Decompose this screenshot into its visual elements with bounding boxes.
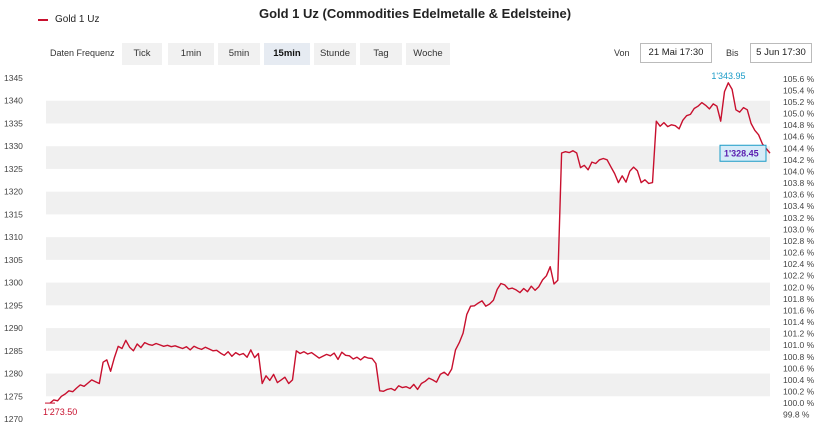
- right-tick-label: 99.8 %: [783, 410, 810, 420]
- right-tick-label: 100.6 %: [783, 363, 815, 373]
- frequency-stunde-button[interactable]: Stunde: [314, 43, 356, 65]
- right-tick-label: 104.8 %: [783, 120, 815, 130]
- left-tick-label: 1295: [4, 300, 23, 310]
- frequency-5min-button[interactable]: 5min: [218, 43, 260, 65]
- left-tick-label: 1320: [4, 187, 23, 197]
- right-percent-axis: 99.8 % 100.0 %100.2 % 100.4 % 100.6 %100.8 …: [783, 74, 815, 420]
- grid-bands: [46, 100, 770, 397]
- right-tick-label: 103.0 %: [783, 224, 815, 234]
- value-annotations: 1'273.50 1'343.95 1'328.45: [43, 71, 767, 417]
- left-tick-label: 1315: [4, 209, 23, 219]
- right-tick-label: 101.4 %: [783, 317, 815, 327]
- left-tick-label: 1280: [4, 369, 23, 379]
- date-from-input[interactable]: 21 Mai 17:30: [640, 43, 712, 63]
- legend-label: Gold 1 Uz: [55, 14, 100, 25]
- left-tick-label: 1285: [4, 346, 23, 356]
- right-tick-label: 102.6 %: [783, 248, 815, 258]
- grid-band: [46, 237, 770, 260]
- right-tick-label: 105.2 %: [783, 97, 815, 107]
- right-tick-label: 104.4 %: [783, 143, 815, 153]
- right-tick-label: 101.2 %: [783, 329, 815, 339]
- date-to-label: Bis: [726, 48, 739, 58]
- right-tick-label: 104.6 %: [783, 132, 815, 142]
- right-tick-label: 105.0 %: [783, 109, 815, 119]
- right-tick-label: 101.0 %: [783, 340, 815, 350]
- grid-band: [46, 373, 770, 397]
- left-tick-label: 1335: [4, 118, 23, 128]
- right-tick-label: 103.4 %: [783, 201, 815, 211]
- right-tick-label: 102.8 %: [783, 236, 815, 246]
- right-tick-label: 105.4 %: [783, 85, 815, 95]
- right-tick-label: 104.0 %: [783, 166, 815, 176]
- right-tick-label: 100.8 %: [783, 352, 815, 362]
- right-tick-label: 102.2 %: [783, 271, 815, 281]
- right-tick-label: 103.6 %: [783, 190, 815, 200]
- left-tick-label: 1270: [4, 414, 23, 424]
- last-value-box: [719, 144, 767, 162]
- frequency-15min-button[interactable]: 15min: [264, 43, 310, 65]
- right-tick-label: 101.8 %: [783, 294, 815, 304]
- legend-line-swatch: [38, 18, 48, 21]
- right-tick-label: 100.2 %: [783, 387, 815, 397]
- left-tick-label: 1325: [4, 164, 23, 174]
- grid-band: [46, 282, 770, 306]
- frequency-woche-button[interactable]: Woche: [406, 43, 450, 65]
- left-price-axis: 1270 1275 1280 1285 1290 1295 1300 1305 1310 1315…: [4, 73, 23, 424]
- right-tick-label: 105.6 %: [783, 74, 815, 84]
- grid-band: [46, 191, 770, 215]
- chart-title: Gold 1 Uz (Commodities Edelmetalle & Ede…: [258, 6, 572, 21]
- right-tick-label: 101.6 %: [783, 305, 815, 315]
- left-tick-label: 1300: [4, 278, 23, 288]
- left-tick-label: 1290: [4, 323, 23, 333]
- left-tick-label: 1305: [4, 255, 23, 265]
- left-tick-label: 1330: [4, 141, 23, 151]
- frequency-label: Daten Frequenz: [50, 48, 115, 58]
- right-tick-label: 102.0 %: [783, 282, 815, 292]
- right-tick-label: 103.2 %: [783, 213, 815, 223]
- date-to-input[interactable]: 5 Jun 17:30: [750, 43, 812, 63]
- right-tick-label: 103.8 %: [783, 178, 815, 188]
- grid-band: [46, 146, 770, 169]
- right-tick-label: 104.2 %: [783, 155, 815, 165]
- right-tick-label: 100.4 %: [783, 375, 815, 385]
- left-tick-label: 1340: [4, 96, 23, 106]
- right-tick-label: 100.0 %: [783, 398, 815, 408]
- right-tick-label: 102.4 %: [783, 259, 815, 269]
- frequency-1min-button[interactable]: 1min: [168, 43, 214, 65]
- left-tick-label: 1310: [4, 232, 23, 242]
- left-tick-label: 1275: [4, 391, 23, 401]
- frequency-tick-button[interactable]: Tick: [122, 43, 162, 65]
- date-from-label: Von: [614, 48, 630, 58]
- price-series-line[interactable]: [49, 82, 771, 404]
- max-value-label: 1'343.95: [711, 71, 745, 81]
- min-value-label: 1'273.50: [43, 407, 77, 417]
- grid-band: [46, 328, 770, 351]
- last-value-label: 1'328.45: [724, 149, 759, 159]
- grid-band: [46, 100, 770, 124]
- left-tick-label: 1345: [4, 73, 23, 83]
- chart-legend[interactable]: Gold 1 Uz: [38, 14, 99, 25]
- frequency-tag-button[interactable]: Tag: [360, 43, 402, 65]
